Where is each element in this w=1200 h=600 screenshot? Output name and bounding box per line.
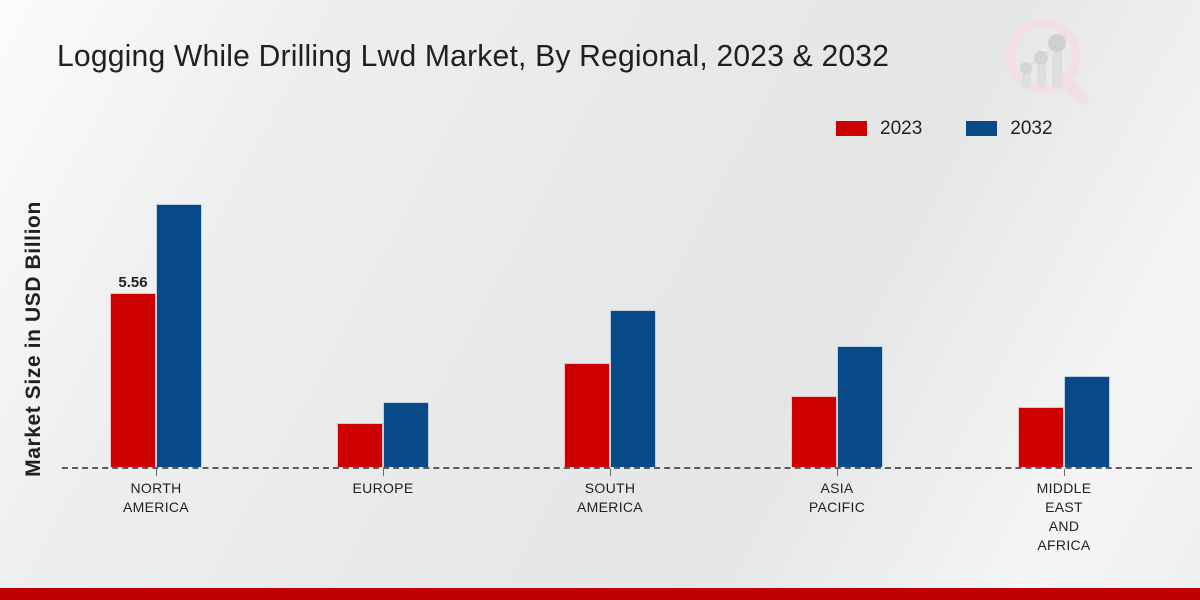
bars-middle-east-and-africa bbox=[1018, 376, 1110, 467]
category-label-north-america: NORTH AMERICA bbox=[71, 479, 241, 517]
category-label-line: EAST bbox=[1045, 499, 1083, 515]
category-label-line: AND bbox=[1048, 518, 1080, 534]
legend-item-2032[interactable]: 2032 bbox=[966, 118, 1053, 139]
legend-item-2023[interactable]: 2023 bbox=[836, 119, 922, 138]
tick-asia-pacific bbox=[837, 469, 838, 476]
bar-south-america-2032[interactable] bbox=[610, 309, 656, 467]
legend-swatch-2032 bbox=[966, 121, 998, 136]
x-axis-baseline bbox=[62, 467, 1192, 469]
category-label-line: AMERICA bbox=[577, 499, 643, 515]
bar-europe-2032[interactable] bbox=[383, 402, 429, 467]
category-label-line: AMERICA bbox=[123, 499, 189, 515]
tick-middle-east-and-africa bbox=[1064, 469, 1065, 476]
bars-south-america bbox=[564, 309, 656, 467]
chart-title: Logging While Drilling Lwd Market, By Re… bbox=[57, 38, 890, 73]
bar-europe-2023[interactable] bbox=[337, 423, 383, 467]
legend-label-2023: 2023 bbox=[880, 118, 923, 139]
bar-north-america-2032[interactable] bbox=[156, 204, 202, 467]
bar-north-america-2023[interactable]: 5.56 bbox=[110, 274, 156, 467]
bar-value-north-america-2023: 5.56 bbox=[118, 274, 148, 292]
category-label-europe: EUROPE bbox=[298, 479, 468, 498]
category-label-line: AFRICA bbox=[1037, 537, 1091, 553]
bar-middle-east-and-africa-2032[interactable] bbox=[1064, 376, 1110, 467]
bars-europe bbox=[337, 402, 429, 467]
tick-north-america bbox=[156, 469, 157, 476]
bar-asia-pacific-2032[interactable] bbox=[837, 346, 883, 467]
category-label-line: PACIFIC bbox=[808, 499, 866, 515]
category-label-line: EUROPE bbox=[352, 480, 414, 496]
category-label-line: NORTH bbox=[130, 480, 182, 496]
legend-label-2032: 2032 bbox=[1010, 118, 1053, 139]
footer-accent-bar bbox=[0, 588, 1200, 600]
category-label-south-america: SOUTH AMERICA bbox=[525, 479, 695, 517]
bar-middle-east-and-africa-2023[interactable] bbox=[1018, 406, 1064, 467]
tick-south-america bbox=[610, 469, 611, 476]
bar-asia-pacific-2023[interactable] bbox=[791, 396, 837, 467]
category-label-line: SOUTH bbox=[584, 480, 636, 496]
category-label-line: MIDDLE bbox=[1036, 480, 1092, 496]
bars-north-america: 5.56 bbox=[110, 204, 202, 467]
category-label-asia-pacific: ASIA PACIFIC bbox=[752, 479, 922, 517]
category-label-line: ASIA bbox=[820, 480, 854, 496]
category-label-middle-east-and-africa: MIDDLE EAST AND AFRICA bbox=[979, 479, 1149, 555]
bars-asia-pacific bbox=[791, 346, 883, 467]
legend-swatch-2023 bbox=[836, 121, 867, 136]
tick-europe bbox=[383, 469, 384, 476]
chart-legend: 2023 2032 bbox=[836, 119, 1053, 138]
bar-south-america-2023[interactable] bbox=[564, 362, 610, 467]
